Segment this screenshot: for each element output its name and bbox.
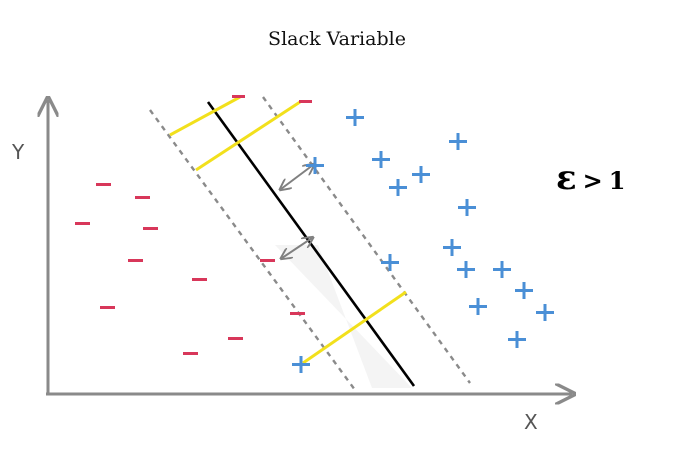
relation-symbol: >: [582, 166, 603, 195]
positive-point: [372, 151, 390, 168]
negative-point: [290, 312, 305, 315]
right-margin-line: [262, 96, 471, 384]
negative-point: [228, 337, 243, 340]
margin-distance-arrow: [282, 238, 312, 258]
positive-point: [469, 298, 487, 315]
positive-point: [292, 356, 310, 373]
x-axis-label: X: [524, 410, 538, 434]
left-margin-line: [149, 109, 356, 391]
positive-point: [443, 239, 461, 256]
y-axis-label: Y: [12, 140, 25, 164]
positive-point: [457, 261, 475, 278]
negative-point: [183, 352, 198, 355]
negative-point: [232, 95, 245, 98]
positive-point: [508, 331, 526, 348]
margin-shading: [275, 245, 412, 388]
positive-point: [515, 282, 533, 299]
negative-point: [299, 100, 312, 103]
negative-point: [135, 196, 150, 199]
positive-point: [346, 109, 364, 126]
positive-point: [458, 199, 476, 216]
slack-segment: [195, 100, 301, 172]
threshold-value: 1: [608, 166, 626, 195]
slack-annotation: ε >1: [556, 158, 625, 198]
negative-point: [96, 183, 111, 186]
positive-point: [306, 157, 324, 174]
hyperplane: [206, 101, 416, 387]
negative-point: [143, 227, 158, 230]
positive-point: [536, 304, 554, 321]
positive-point: [381, 254, 399, 271]
diagram-title: Slack Variable: [268, 28, 406, 50]
negative-point: [75, 222, 90, 225]
margin-distance-arrow: [281, 165, 313, 189]
positive-point: [412, 166, 430, 183]
positive-point: [493, 261, 511, 278]
negative-point: [192, 278, 207, 281]
epsilon-symbol: ε: [556, 158, 577, 198]
positive-points: [292, 109, 554, 373]
positive-point: [389, 179, 407, 196]
positive-point: [449, 133, 467, 150]
negative-point: [260, 259, 275, 262]
negative-points: [75, 95, 312, 355]
slack-segment: [302, 290, 407, 365]
slack-segment: [169, 95, 241, 137]
negative-point: [100, 306, 115, 309]
negative-point: [128, 259, 143, 262]
